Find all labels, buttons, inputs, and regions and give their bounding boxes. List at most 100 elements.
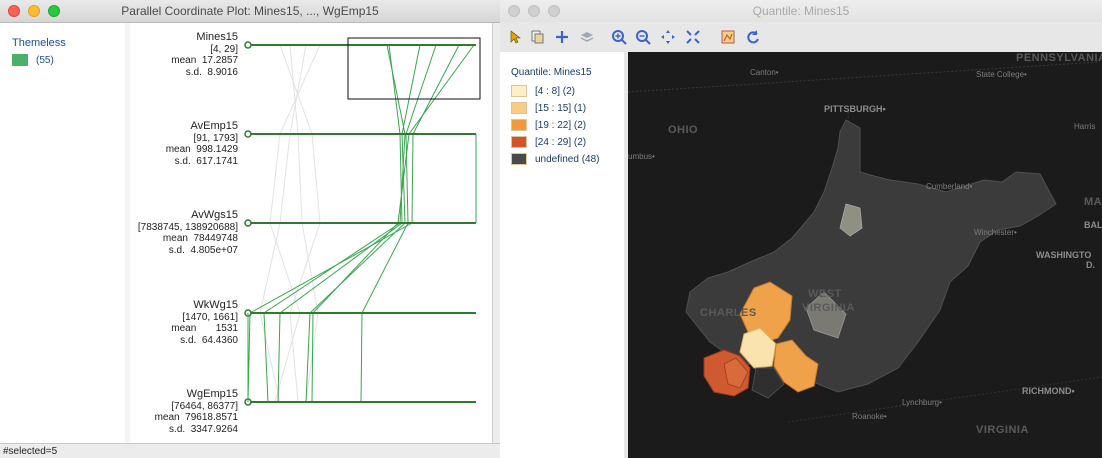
add-icon[interactable] bbox=[552, 27, 572, 47]
map-place-label: umbus• bbox=[628, 152, 655, 161]
axis-name: WkWg15 bbox=[193, 299, 238, 311]
map-legend-item[interactable]: [15 : 15] (1) bbox=[511, 102, 586, 114]
map-place-label: VIRGINIA bbox=[976, 424, 1029, 436]
legend-swatch bbox=[511, 102, 527, 114]
selection-rectangle[interactable] bbox=[347, 37, 481, 100]
map-legend-item[interactable]: [19 : 22] (2) bbox=[511, 119, 586, 131]
map-legend-item[interactable]: [4 : 8] (2) bbox=[511, 85, 575, 97]
copy-icon[interactable] bbox=[527, 27, 547, 47]
axis-handle-icon[interactable] bbox=[244, 130, 252, 138]
legend-title: Themeless bbox=[12, 37, 66, 49]
legend-swatch bbox=[511, 153, 527, 165]
fit-extent-icon[interactable] bbox=[683, 27, 703, 47]
axis-mean: mean 79618.8571 bbox=[154, 412, 238, 424]
map-place-label: WASHINGTO bbox=[1036, 250, 1092, 260]
county-4-8[interactable] bbox=[739, 327, 777, 369]
refresh-icon[interactable] bbox=[743, 27, 763, 47]
legend-label: [19 : 22] (2) bbox=[535, 119, 587, 131]
map-window: Quantile: Mines15 bbox=[500, 0, 1102, 458]
axis-label-mines15: Mines15 [4, 29] mean 17.2857 s.d. 8.9016 bbox=[118, 31, 238, 78]
axis-sd: s.d. 617.1741 bbox=[174, 155, 238, 167]
legend-label: [15 : 15] (1) bbox=[535, 102, 587, 114]
pan-icon[interactable] bbox=[658, 27, 678, 47]
map-legend-panel: Quantile: Mines15 [4 : 8] (2) [15 : 15] (… bbox=[500, 52, 625, 458]
pcp-right-scrollbar[interactable] bbox=[492, 23, 500, 443]
map-place-label: CHARLES bbox=[700, 307, 757, 319]
select-icon[interactable] bbox=[505, 27, 525, 47]
map-canvas[interactable]: PENNSYLVANIA State College• Canton• PITTSBU… bbox=[628, 52, 1102, 458]
minimize-icon[interactable] bbox=[28, 5, 40, 17]
map-legend-item[interactable]: [24 : 29] (2) bbox=[511, 136, 586, 148]
state-border bbox=[787, 376, 1102, 423]
map-svg[interactable] bbox=[628, 52, 1102, 458]
axis-mean: mean 1531 bbox=[171, 323, 238, 335]
map-legend-title: Quantile: Mines15 bbox=[511, 67, 592, 78]
map-place-label: VIRGINIA bbox=[802, 302, 855, 314]
county-undefined[interactable] bbox=[751, 367, 785, 399]
axis-sd: s.d. 4.805e+07 bbox=[168, 244, 238, 256]
legend-label: [24 : 29] (2) bbox=[535, 136, 587, 148]
zoom-out-icon[interactable] bbox=[633, 27, 653, 47]
axis-label-wkwg15: WkWg15 [1470, 1661] mean 1531 s.d. 64.4360 bbox=[118, 299, 238, 346]
map-place-label: D. bbox=[1086, 260, 1095, 270]
axis-mean: mean 998.1429 bbox=[165, 144, 238, 156]
axis-name: AvWgs15 bbox=[191, 209, 238, 221]
pcp-legend-panel: Themeless (55) bbox=[0, 23, 126, 443]
pcp-chart[interactable] bbox=[130, 23, 492, 443]
map-place-label: RICHMOND• bbox=[1022, 386, 1075, 396]
legend-swatch bbox=[12, 54, 28, 66]
legend-swatch bbox=[511, 136, 527, 148]
panel-splitter[interactable] bbox=[624, 52, 628, 458]
map-place-label: State College• bbox=[976, 70, 1027, 79]
axis-name: AvEmp15 bbox=[190, 120, 239, 132]
axis-name: WgEmp15 bbox=[186, 388, 238, 400]
map-place-label: MA bbox=[1084, 196, 1102, 208]
zoom-icon[interactable] bbox=[548, 5, 560, 17]
axis-handle-icon[interactable] bbox=[244, 219, 252, 227]
map-place-label: BAL bbox=[1084, 220, 1102, 230]
legend-item[interactable]: (55) bbox=[12, 54, 54, 66]
zoom-in-icon[interactable] bbox=[609, 27, 629, 47]
close-icon[interactable] bbox=[508, 5, 520, 17]
axis-mean: mean 17.2857 bbox=[171, 55, 238, 67]
map-place-label: Roanoke• bbox=[852, 412, 887, 421]
map-legend-item[interactable]: undefined (48) bbox=[511, 153, 600, 165]
axis-handle-icon[interactable] bbox=[244, 41, 252, 49]
pcp-titlebar[interactable]: Parallel Coordinate Plot: Mines15, ..., … bbox=[0, 0, 500, 23]
axis-range: [76464, 86377] bbox=[171, 400, 238, 412]
legend-count: (55) bbox=[36, 54, 54, 66]
map-titlebar[interactable]: Quantile: Mines15 bbox=[500, 0, 1102, 23]
close-icon[interactable] bbox=[8, 5, 20, 17]
axis-range: [4, 29] bbox=[210, 43, 238, 55]
pcp-plot-area[interactable]: Mines15 [4, 29] mean 17.2857 s.d. 8.9016 AvE… bbox=[130, 23, 492, 443]
pcp-window: Parallel Coordinate Plot: Mines15, ..., … bbox=[0, 0, 500, 458]
county-24-29[interactable] bbox=[723, 357, 749, 389]
legend-label: [4 : 8] (2) bbox=[535, 85, 576, 97]
map-place-label: Canton• bbox=[750, 68, 779, 77]
basemap-icon[interactable] bbox=[718, 27, 738, 47]
axis-sd: s.d. 64.4360 bbox=[180, 334, 238, 346]
axis-label-wgemp15: WgEmp15 [76464, 86377] mean 79618.8571 s.d.… bbox=[118, 388, 238, 435]
map-place-label: OHIO bbox=[668, 124, 699, 136]
panel-splitter[interactable] bbox=[125, 23, 130, 443]
county-19-22[interactable] bbox=[739, 281, 793, 345]
map-place-label: Lynchburg• bbox=[902, 398, 942, 407]
map-place-label: PITTSBURGH• bbox=[824, 104, 886, 114]
county-undefined[interactable] bbox=[839, 203, 863, 237]
map-place-label: PENNSYLVANIA bbox=[1016, 52, 1102, 64]
axis-range: [91, 1793] bbox=[193, 132, 238, 144]
axis-label-avemp15: AvEmp15 [91, 1793] mean 998.1429 s.d. 617.1… bbox=[118, 120, 239, 167]
minimize-icon[interactable] bbox=[528, 5, 540, 17]
state-border bbox=[628, 61, 1099, 93]
legend-label: undefined (48) bbox=[535, 153, 600, 165]
axis-name: Mines15 bbox=[196, 31, 238, 43]
layers-icon[interactable] bbox=[577, 27, 597, 47]
legend-swatch bbox=[511, 119, 527, 131]
zoom-icon[interactable] bbox=[48, 5, 60, 17]
status-bar: #selected=5 bbox=[0, 443, 500, 458]
map-place-label: Cumberland• bbox=[926, 182, 973, 191]
county-19-22[interactable] bbox=[773, 339, 819, 393]
pcp-window-title: Parallel Coordinate Plot: Mines15, ..., … bbox=[121, 4, 379, 18]
map-window-title: Quantile: Mines15 bbox=[752, 4, 850, 18]
county-undefined[interactable] bbox=[805, 291, 847, 339]
